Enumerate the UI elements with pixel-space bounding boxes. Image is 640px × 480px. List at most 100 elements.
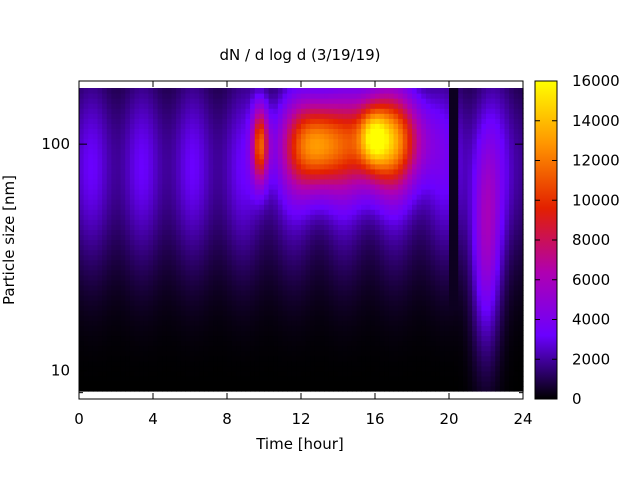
heatmap-cell xyxy=(282,138,288,145)
heatmap-cell xyxy=(453,88,459,94)
heatmap-cell xyxy=(273,189,279,195)
heatmap-cell xyxy=(120,244,126,251)
heatmap-cell xyxy=(384,118,390,124)
heatmap-cell xyxy=(250,224,256,230)
heatmap-cell xyxy=(180,350,186,357)
heatmap-cell xyxy=(259,355,265,362)
heatmap-cell xyxy=(370,224,376,230)
heatmap-cell xyxy=(227,113,233,119)
heatmap-cell xyxy=(176,365,182,372)
heatmap-cell xyxy=(365,310,371,316)
heatmap-cell xyxy=(384,365,390,372)
heatmap-cell xyxy=(273,259,279,266)
heatmap-cell xyxy=(129,183,136,190)
heatmap-cell xyxy=(439,345,445,352)
heatmap-cell xyxy=(393,168,399,175)
heatmap-cell xyxy=(213,269,219,276)
heatmap-cell xyxy=(185,88,191,94)
heatmap-cell xyxy=(328,98,334,104)
heatmap-cell xyxy=(222,274,228,281)
heatmap-cell xyxy=(324,360,330,367)
heatmap-cell xyxy=(139,123,145,129)
heatmap-cell xyxy=(259,108,265,114)
heatmap-cell xyxy=(97,320,103,326)
heatmap-cell xyxy=(176,209,182,215)
heatmap-cell xyxy=(347,330,353,337)
heatmap-cell xyxy=(180,158,186,165)
heatmap-cell xyxy=(425,305,432,311)
heatmap-cell xyxy=(301,360,307,367)
heatmap-cell xyxy=(453,194,459,200)
heatmap-cell xyxy=(120,325,126,331)
heatmap-cell xyxy=(259,204,265,210)
heatmap-cell xyxy=(208,340,214,347)
heatmap-cell xyxy=(134,300,140,306)
heatmap-cell xyxy=(333,340,339,347)
heatmap-cell xyxy=(217,315,223,321)
heatmap-cell xyxy=(240,340,247,347)
heatmap-cell xyxy=(356,239,362,246)
heatmap-cell xyxy=(245,158,251,165)
heatmap-cell xyxy=(338,279,344,286)
heatmap-cell xyxy=(384,375,390,382)
heatmap-cell xyxy=(370,93,376,99)
heatmap-cell xyxy=(375,163,381,170)
heatmap-cell xyxy=(305,239,311,246)
heatmap-cell xyxy=(462,375,469,382)
heatmap-cell xyxy=(319,269,325,276)
heatmap-cell xyxy=(250,279,256,286)
heatmap-cell xyxy=(102,320,108,326)
heatmap-cell xyxy=(231,249,237,256)
heatmap-cell xyxy=(384,108,390,114)
heatmap-cell xyxy=(328,254,334,261)
heatmap-cell xyxy=(190,385,196,392)
heatmap-cell xyxy=(143,239,149,246)
heatmap-cell xyxy=(259,380,265,387)
heatmap-cell xyxy=(143,123,149,129)
heatmap-cell xyxy=(120,264,126,271)
heatmap-cell xyxy=(351,335,358,342)
heatmap-cell xyxy=(162,300,168,306)
heatmap-cell xyxy=(421,199,427,205)
heatmap-cell xyxy=(435,284,441,291)
heatmap-cell xyxy=(97,264,103,271)
heatmap-cell xyxy=(102,168,108,175)
heatmap-cell xyxy=(254,93,260,99)
heatmap-cell xyxy=(166,209,173,215)
heatmap-cell xyxy=(328,300,334,306)
heatmap-cell xyxy=(425,325,432,331)
heatmap-cell xyxy=(370,370,376,377)
heatmap-cell xyxy=(310,88,316,94)
heatmap-cell xyxy=(379,249,385,256)
heatmap-cell xyxy=(370,123,376,129)
heatmap-cell xyxy=(264,204,270,210)
heatmap-cell xyxy=(277,290,284,296)
heatmap-cell xyxy=(453,168,459,175)
heatmap-cell xyxy=(222,295,228,301)
heatmap-cell xyxy=(92,239,99,246)
heatmap-cell xyxy=(227,214,233,220)
heatmap-cell xyxy=(231,345,237,352)
heatmap-cell xyxy=(439,88,445,94)
heatmap-cell xyxy=(388,249,395,256)
heatmap-cell xyxy=(273,204,279,210)
heatmap-cell xyxy=(305,360,311,367)
heatmap-cell xyxy=(338,385,344,392)
heatmap-cell xyxy=(92,219,99,225)
heatmap-cell xyxy=(319,148,325,155)
heatmap-cell xyxy=(120,340,126,347)
heatmap-cell xyxy=(338,325,344,331)
heatmap-cell xyxy=(250,194,256,200)
heatmap-cell xyxy=(254,259,260,266)
heatmap-cell xyxy=(416,269,422,276)
heatmap-cell xyxy=(458,138,464,145)
heatmap-cell xyxy=(254,274,260,281)
heatmap-cell xyxy=(231,305,237,311)
heatmap-cell xyxy=(231,224,237,230)
heatmap-cell xyxy=(245,254,251,261)
heatmap-cell xyxy=(342,330,348,337)
heatmap-cell xyxy=(430,229,436,236)
heatmap-cell xyxy=(287,123,293,129)
heatmap-cell xyxy=(301,375,307,382)
heatmap-cell xyxy=(356,133,362,140)
